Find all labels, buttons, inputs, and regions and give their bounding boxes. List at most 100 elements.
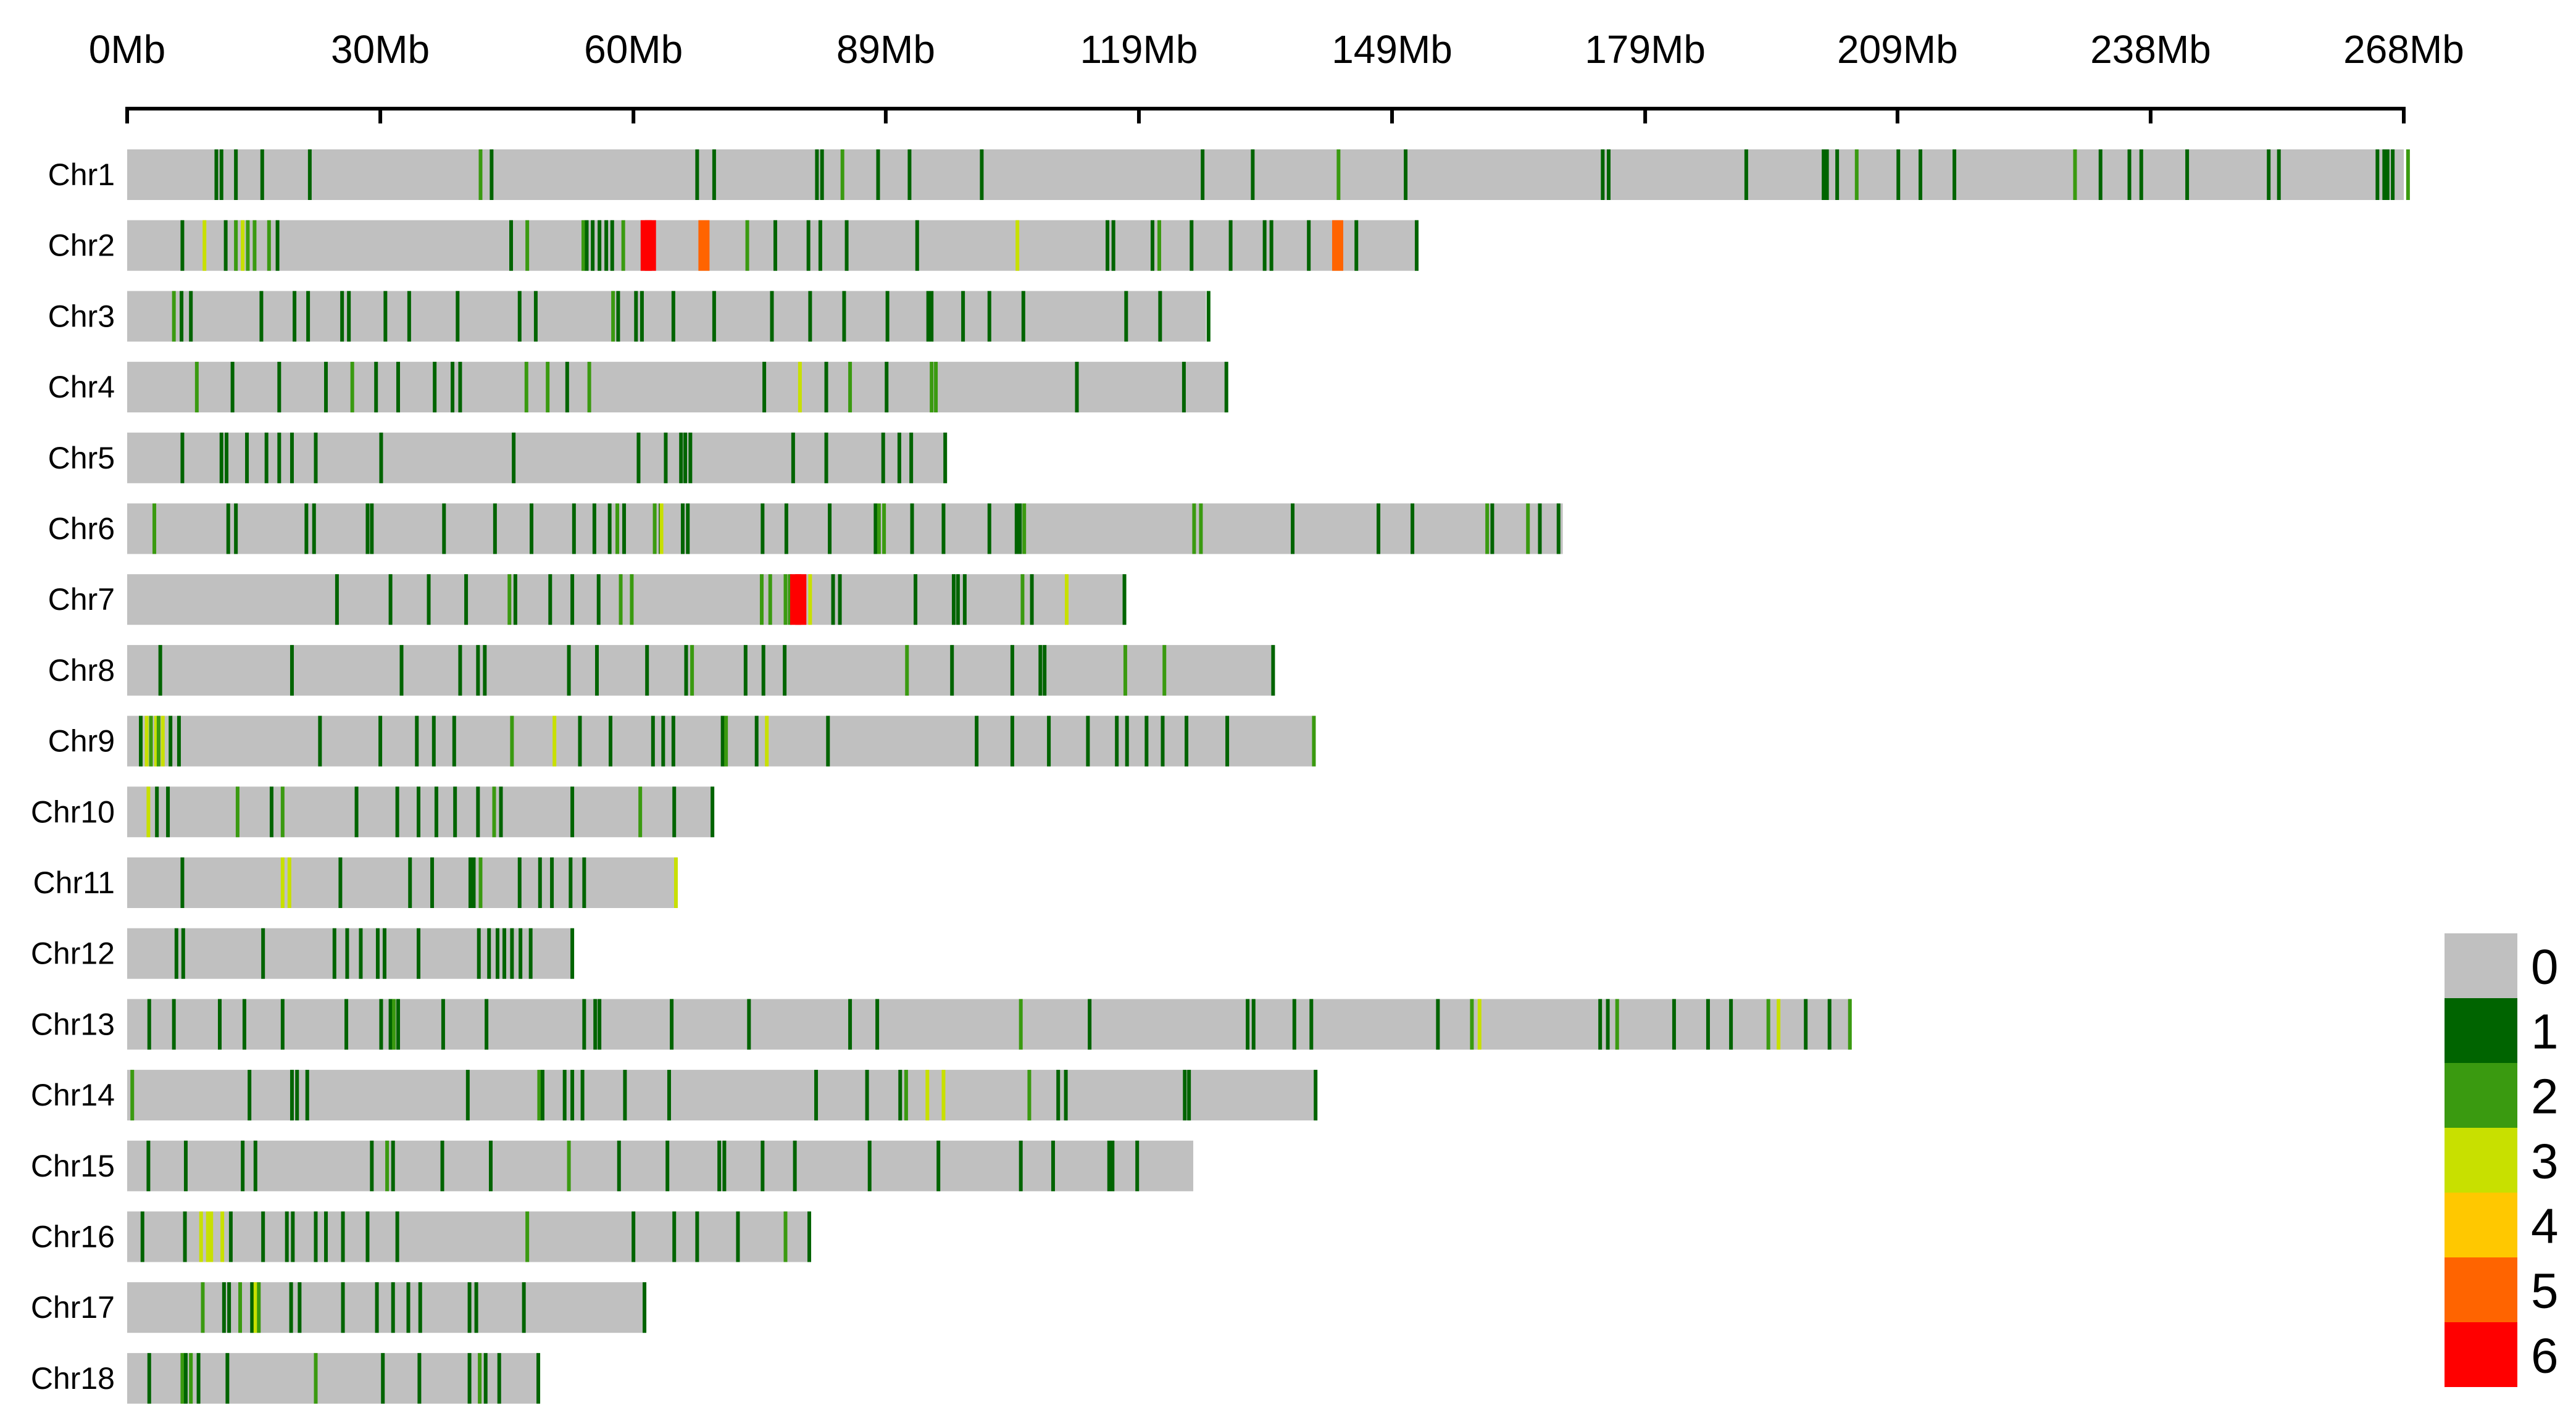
density-mark <box>712 149 716 200</box>
density-mark <box>312 503 316 554</box>
density-mark <box>314 1352 318 1404</box>
density-mark <box>144 715 149 767</box>
density-mark <box>517 857 522 908</box>
chromosome-track-chr5: Chr5 <box>48 432 948 483</box>
density-mark <box>2385 149 2390 200</box>
chromosome-track-chr18: Chr18 <box>31 1352 541 1404</box>
density-mark <box>951 574 956 625</box>
density-mark <box>808 291 812 342</box>
density-mark <box>365 503 370 554</box>
density-mark <box>246 220 250 271</box>
chromosome-label: Chr3 <box>48 299 115 333</box>
density-mark <box>1015 220 1020 271</box>
density-mark <box>259 291 264 342</box>
density-mark <box>962 574 967 625</box>
density-mark <box>340 291 344 342</box>
density-mark <box>905 644 909 696</box>
density-mark <box>793 1140 797 1191</box>
density-mark <box>1848 999 1852 1050</box>
density-mark <box>478 1352 482 1404</box>
density-mark <box>1312 715 1316 767</box>
density-mark <box>941 503 946 554</box>
density-mark <box>359 928 363 979</box>
chromosome-label: Chr13 <box>31 1007 115 1041</box>
density-mark <box>795 574 807 625</box>
x-tick-label: 238Mb <box>2090 27 2211 72</box>
x-tick-label: 179Mb <box>1585 27 1706 72</box>
density-mark <box>483 644 487 696</box>
density-mark <box>897 432 901 483</box>
density-mark <box>615 503 620 554</box>
x-tick-label: 268Mb <box>2343 27 2464 72</box>
density-mark <box>1309 999 1314 1050</box>
density-mark <box>519 928 523 979</box>
legend-label: 6 <box>2531 1328 2559 1383</box>
chromosome-label: Chr7 <box>48 582 115 617</box>
density-mark <box>747 999 751 1050</box>
density-mark <box>267 220 271 271</box>
density-mark <box>838 574 842 625</box>
density-mark <box>522 1282 526 1333</box>
density-mark <box>680 503 685 554</box>
density-mark <box>318 715 322 767</box>
density-mark <box>1822 149 1826 200</box>
density-mark <box>1123 644 1127 696</box>
x-tick-label: 89Mb <box>836 27 935 72</box>
chromosome-bar <box>127 574 1125 625</box>
density-mark <box>289 1282 293 1333</box>
density-mark <box>1162 644 1167 696</box>
density-mark <box>943 432 948 483</box>
density-mark <box>324 362 328 413</box>
density-mark <box>1064 574 1069 625</box>
density-mark <box>538 857 542 908</box>
chromosome-track-chr3: Chr3 <box>48 291 1211 342</box>
density-mark <box>1744 149 1748 200</box>
chromosome-bar <box>127 362 1228 413</box>
density-mark <box>1526 503 1530 554</box>
legend-label: 4 <box>2531 1199 2559 1254</box>
density-mark <box>1414 220 1419 271</box>
density-mark <box>1192 503 1196 554</box>
legend-label: 3 <box>2531 1134 2559 1189</box>
density-mark <box>672 1211 677 1262</box>
density-mark <box>234 503 238 554</box>
chromosome-label: Chr2 <box>48 228 115 263</box>
density-mark <box>828 503 832 554</box>
legend-label: 1 <box>2531 1004 2559 1059</box>
density-mark <box>242 999 246 1050</box>
density-mark <box>1144 715 1149 767</box>
density-mark <box>1124 291 1128 342</box>
density-mark <box>987 503 991 554</box>
density-mark <box>183 1211 187 1262</box>
density-mark <box>1953 149 1957 200</box>
density-mark <box>189 291 193 342</box>
density-mark <box>392 999 396 1050</box>
chromosome-label: Chr11 <box>33 865 115 900</box>
density-mark <box>667 1070 671 1121</box>
density-mark <box>1377 503 1381 554</box>
density-mark <box>2185 149 2190 200</box>
density-mark <box>580 1070 585 1121</box>
density-mark <box>528 928 533 979</box>
density-mark <box>433 362 437 413</box>
density-mark <box>275 220 280 271</box>
density-mark <box>690 644 694 696</box>
density-mark <box>617 1140 621 1191</box>
density-mark <box>936 1140 941 1191</box>
density-mark <box>476 786 480 838</box>
chromosome-label: Chr8 <box>48 653 115 688</box>
density-mark <box>485 999 489 1050</box>
density-mark <box>1183 1070 1187 1121</box>
density-mark <box>686 503 690 554</box>
density-mark <box>264 432 269 483</box>
density-mark <box>1111 1140 1115 1191</box>
density-mark <box>1056 1070 1061 1121</box>
density-mark <box>1199 503 1203 554</box>
density-mark <box>293 291 297 342</box>
density-mark <box>1251 999 1256 1050</box>
density-mark <box>181 928 185 979</box>
density-mark <box>1047 715 1051 767</box>
x-tick-label: 209Mb <box>1837 27 1958 72</box>
density-mark <box>609 715 613 767</box>
